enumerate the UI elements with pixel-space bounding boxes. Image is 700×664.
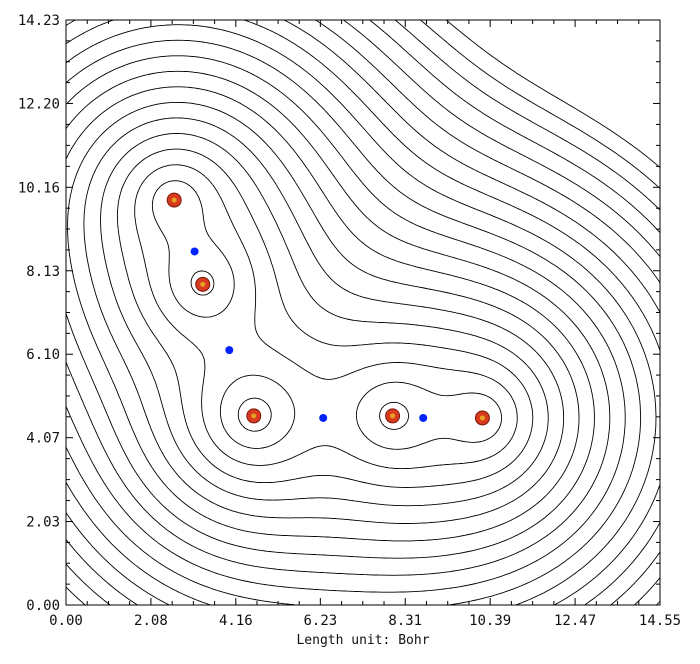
x-tick-label: 6.23 [303, 613, 337, 629]
y-tick-label: 4.07 [26, 431, 60, 447]
contour-line-positive [65, 24, 657, 606]
x-axis-ticks: 0.00 2.08 4.16 6.23 8.31 10.39 12.47 14.55 [49, 20, 681, 629]
y-tick-label: 12.20 [18, 96, 60, 112]
plot-frame [65, 19, 661, 606]
y-tick-label: 8.13 [26, 264, 60, 280]
nucleus-core [390, 413, 396, 419]
nucleus-core [251, 413, 257, 419]
contour-line-positive [65, 86, 595, 559]
contour-line-positive [65, 39, 642, 606]
marker-layer [166, 192, 490, 426]
critical-point-marker [225, 346, 234, 355]
contour-line-positive [445, 19, 661, 168]
contour-line-positive [151, 180, 503, 450]
y-tick-label: 14.23 [18, 13, 60, 29]
critical-point-marker [419, 413, 428, 422]
x-tick-label: 12.47 [554, 613, 596, 629]
y-tick-label: 6.10 [26, 347, 60, 363]
contour-line-positive [394, 19, 661, 211]
contour-line-positive [100, 133, 549, 507]
x-tick-label: 2.08 [134, 613, 168, 629]
contour-line-positive [65, 70, 611, 576]
y-tick-label: 2.03 [26, 515, 60, 531]
contour-line-positive [65, 55, 626, 593]
contour-line-positive [65, 19, 661, 606]
y-tick-label: 0.00 [26, 598, 60, 614]
y-tick-label: 10.16 [18, 180, 60, 196]
contour-line-negative [190, 270, 410, 432]
contour-line-positive [65, 19, 661, 606]
contour-line-positive [83, 117, 565, 524]
x-tick-label: 10.39 [469, 613, 511, 629]
critical-point-marker [319, 413, 328, 422]
nucleus-core [171, 197, 177, 203]
x-tick-label: 0.00 [49, 613, 83, 629]
contour-line-positive [116, 148, 534, 488]
contour-line-positive [65, 19, 661, 606]
contour-line-positive [65, 19, 661, 606]
x-tick-label: 4.16 [219, 613, 253, 629]
x-tick-label: 8.31 [388, 613, 422, 629]
y-axis-ticks: 0.00 2.03 4.07 6.10 8.13 10.16 12.20 14.23 [18, 13, 660, 614]
nucleus-core [200, 281, 206, 287]
nucleus-core [479, 415, 485, 421]
critical-point-marker [190, 247, 199, 256]
contour-line-positive [67, 101, 580, 542]
contour-lines [65, 19, 661, 606]
x-axis-title: Length unit: Bohr [296, 633, 429, 648]
x-tick-label: 14.55 [639, 613, 681, 629]
contour-line-negative [134, 164, 518, 470]
